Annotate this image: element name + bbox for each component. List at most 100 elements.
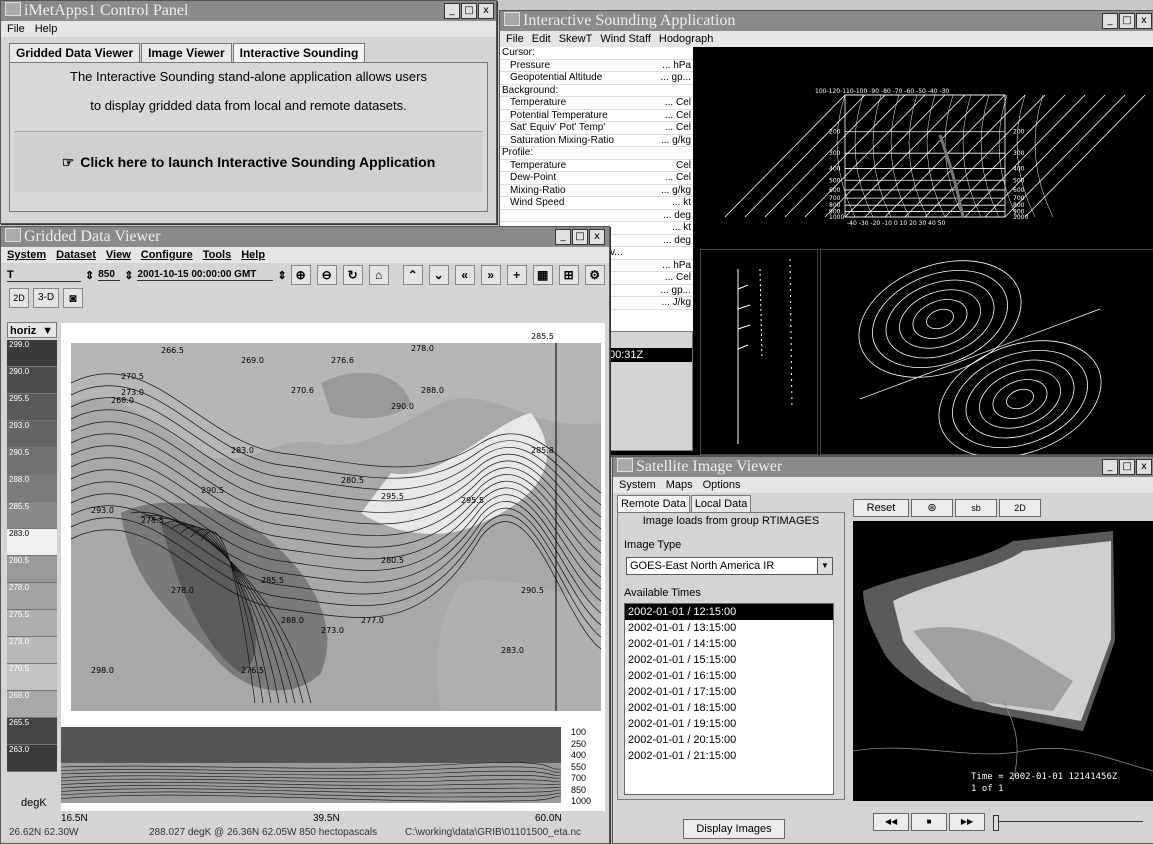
- reset-button[interactable]: Reset: [853, 499, 909, 517]
- skewt-pressure-tick: 1000: [829, 214, 844, 221]
- zoom-in-icon[interactable]: ⊕: [290, 265, 311, 285]
- menu-help[interactable]: Help: [241, 249, 266, 261]
- menu-options[interactable]: Options: [702, 479, 741, 491]
- time-list-item[interactable]: 2002-01-01 / 19:15:00: [628, 718, 737, 730]
- rotate-icon[interactable]: ↻: [342, 265, 363, 285]
- camera-icon[interactable]: ◙: [63, 288, 83, 308]
- property-unit: ... gp...: [660, 284, 691, 296]
- minimize-button[interactable]: _: [1102, 13, 1118, 29]
- contour-label: 269.0: [241, 356, 264, 365]
- close-button[interactable]: x: [1136, 13, 1152, 29]
- image-type-select[interactable]: GOES-East North America IR ▼: [626, 557, 833, 575]
- time-list-item[interactable]: 2002-01-01 / 15:15:00: [628, 654, 737, 666]
- cross-section-panel[interactable]: [61, 723, 605, 811]
- menu-help[interactable]: Help: [34, 23, 58, 35]
- sounding-titlebar[interactable]: Interactive Sounding Application _ □ x: [500, 11, 1153, 31]
- time-list-item[interactable]: 2002-01-01 / 12:15:00: [625, 604, 833, 620]
- menu-maps[interactable]: Maps: [665, 479, 693, 491]
- display-images-button[interactable]: Display Images: [683, 819, 785, 839]
- menu-dataset[interactable]: Dataset: [56, 249, 96, 261]
- maximize-button[interactable]: □: [1119, 459, 1135, 475]
- menu-skewt[interactable]: SkewT: [558, 33, 593, 45]
- parameter-select[interactable]: T: [7, 269, 81, 282]
- window-title: Gridded Data Viewer: [24, 228, 161, 245]
- time-list-item[interactable]: 2002-01-01 / 16:15:00: [628, 670, 737, 682]
- forward-button[interactable]: ▶▶: [949, 813, 985, 831]
- gridded-titlebar[interactable]: Gridded Data Viewer _ □ x: [1, 227, 609, 247]
- print-icon[interactable]: ⌂: [368, 265, 389, 285]
- crosshair-icon[interactable]: +: [506, 265, 527, 285]
- menu-system[interactable]: System: [7, 249, 47, 261]
- pan-up-icon[interactable]: ⌃: [402, 265, 423, 285]
- contour-map[interactable]: 266.5 276.6 278.0 285.5 270.5 269.0 273.0 270.6…: [61, 323, 605, 723]
- menu-wind-staff[interactable]: Wind Staff: [600, 33, 651, 45]
- menu-edit[interactable]: Edit: [531, 33, 551, 45]
- menu-hodograph[interactable]: Hodograph: [658, 33, 714, 45]
- time-list-item[interactable]: 2002-01-01 / 21:15:00: [628, 750, 737, 762]
- map-icon[interactable]: ▦: [532, 265, 553, 285]
- menu-file[interactable]: File: [7, 23, 25, 35]
- time-spinner-icon[interactable]: ⇕: [124, 269, 134, 282]
- time-step-icon[interactable]: ⇕: [277, 269, 287, 282]
- maximize-button[interactable]: □: [572, 229, 588, 245]
- pan-down-icon[interactable]: ⌄: [428, 265, 449, 285]
- close-button[interactable]: x: [1136, 459, 1152, 475]
- 3d-button[interactable]: 3-D: [33, 288, 59, 308]
- overlay-count: 1 of 1: [971, 784, 1004, 794]
- time-list-item[interactable]: 2002-01-01 / 13:15:00: [628, 622, 737, 634]
- description-line-2: to display gridded data from local and r…: [90, 98, 407, 113]
- tab-remote-data[interactable]: Remote Data: [617, 495, 690, 512]
- menu-configure[interactable]: Configure: [140, 249, 193, 261]
- maximize-button[interactable]: □: [461, 3, 477, 19]
- time-select[interactable]: 2001-10-15 00:00:00 GMT: [137, 269, 274, 281]
- property-label: Dew-Point: [510, 172, 557, 183]
- time-list-item[interactable]: 00:31Z: [607, 348, 692, 362]
- tab-local-data[interactable]: Local Data: [690, 495, 752, 512]
- time-slider[interactable]: [993, 815, 1143, 831]
- menu-file[interactable]: File: [506, 33, 524, 45]
- satellite-titlebar[interactable]: Satellite Image Viewer _ □ x: [613, 457, 1153, 477]
- tab-image-viewer[interactable]: Image Viewer: [141, 43, 232, 62]
- time-list-item[interactable]: 2002-01-01 / 14:15:00: [628, 638, 737, 650]
- property-label: Temperature: [510, 97, 567, 108]
- slider-thumb[interactable]: [993, 815, 999, 831]
- launch-button[interactable]: ☞ Click here to launch Interactive Soundi…: [14, 131, 483, 192]
- contour-label: 295.5: [461, 496, 484, 505]
- level-spinner-icon[interactable]: ⇕: [85, 269, 95, 282]
- sb-button[interactable]: sb: [955, 499, 997, 517]
- level-select[interactable]: 850: [98, 269, 121, 281]
- menu-tools[interactable]: Tools: [202, 249, 232, 261]
- satellite-image-display[interactable]: Time = 2002-01-01 12141456Z 1 of 1: [853, 521, 1153, 801]
- 2d-button[interactable]: 2D: [999, 499, 1041, 517]
- pan-left-icon[interactable]: «: [454, 265, 475, 285]
- settings-icon[interactable]: ⚙: [584, 265, 605, 285]
- tab-gridded-data-viewer[interactable]: Gridded Data Viewer: [9, 43, 141, 62]
- minimize-button[interactable]: _: [444, 3, 460, 19]
- minimize-button[interactable]: _: [555, 229, 571, 245]
- rewind-button[interactable]: ◀◀: [873, 813, 909, 831]
- control-panel-titlebar[interactable]: iMetApps1 Control Panel _ □ x: [1, 1, 496, 21]
- globe-icon[interactable]: ⊛: [911, 499, 953, 517]
- 2d-icon[interactable]: 2D: [9, 288, 29, 308]
- pan-right-icon[interactable]: »: [480, 265, 501, 285]
- maximize-button[interactable]: □: [1119, 13, 1135, 29]
- view-select[interactable]: horiz ▼: [7, 322, 57, 338]
- close-button[interactable]: x: [478, 3, 494, 19]
- contour-label: 280.5: [381, 556, 404, 565]
- zoom-out-icon[interactable]: ⊖: [316, 265, 337, 285]
- time-list-item[interactable]: 2002-01-01 / 18:15:00: [628, 702, 737, 714]
- contour-label: 285.5: [531, 332, 554, 341]
- time-list-item[interactable]: 2002-01-01 / 17:15:00: [628, 686, 737, 698]
- menu-view[interactable]: View: [105, 249, 131, 261]
- tab-interactive-sounding[interactable]: Interactive Sounding: [232, 43, 366, 62]
- time-list-item[interactable]: 2002-01-01 / 20:15:00: [628, 734, 737, 746]
- wind-staff-panel[interactable]: [700, 249, 818, 455]
- hodograph-panel[interactable]: [820, 249, 1153, 455]
- close-button[interactable]: x: [589, 229, 605, 245]
- property-row: Wind Speed ... kt: [500, 197, 693, 210]
- grid-icon[interactable]: ⊞: [558, 265, 579, 285]
- menu-system[interactable]: System: [619, 479, 656, 491]
- skewt-diagram[interactable]: 100-120-110-100 -90 -80 -70 -60 -50 -40 …: [695, 47, 1153, 247]
- minimize-button[interactable]: _: [1102, 459, 1118, 475]
- stop-button[interactable]: ■: [911, 813, 947, 831]
